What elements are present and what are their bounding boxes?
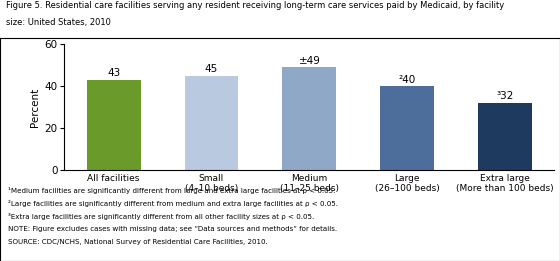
Bar	[87, 80, 141, 170]
Text: ²40: ²40	[399, 75, 416, 85]
Text: ³Extra large facilities are significantly different from all other facility size: ³Extra large facilities are significantl…	[8, 213, 315, 220]
Bar	[282, 67, 337, 170]
Y-axis label: Percent: Percent	[30, 87, 40, 127]
Text: 45: 45	[205, 64, 218, 74]
Text: ¹Medium facilities are significantly different from large and extra large facili: ¹Medium facilities are significantly dif…	[8, 187, 336, 194]
Bar	[185, 76, 239, 170]
Text: SOURCE: CDC/NCHS, National Survey of Residential Care Facilities, 2010.: SOURCE: CDC/NCHS, National Survey of Res…	[8, 239, 268, 245]
Text: Figure 5. Residential care facilities serving any resident receiving long-term c: Figure 5. Residential care facilities se…	[6, 1, 504, 10]
Text: ²Large facilities are significantly different from medium and extra large facili: ²Large facilities are significantly diff…	[8, 200, 338, 207]
Text: 43: 43	[107, 68, 120, 78]
Text: size: United States, 2010: size: United States, 2010	[6, 18, 110, 27]
Bar	[478, 103, 532, 170]
Text: NOTE: Figure excludes cases with missing data; see “Data sources and methods” fo: NOTE: Figure excludes cases with missing…	[8, 226, 338, 232]
Bar	[380, 86, 434, 170]
Text: ±49: ±49	[298, 56, 320, 66]
Text: ³32: ³32	[497, 91, 514, 101]
